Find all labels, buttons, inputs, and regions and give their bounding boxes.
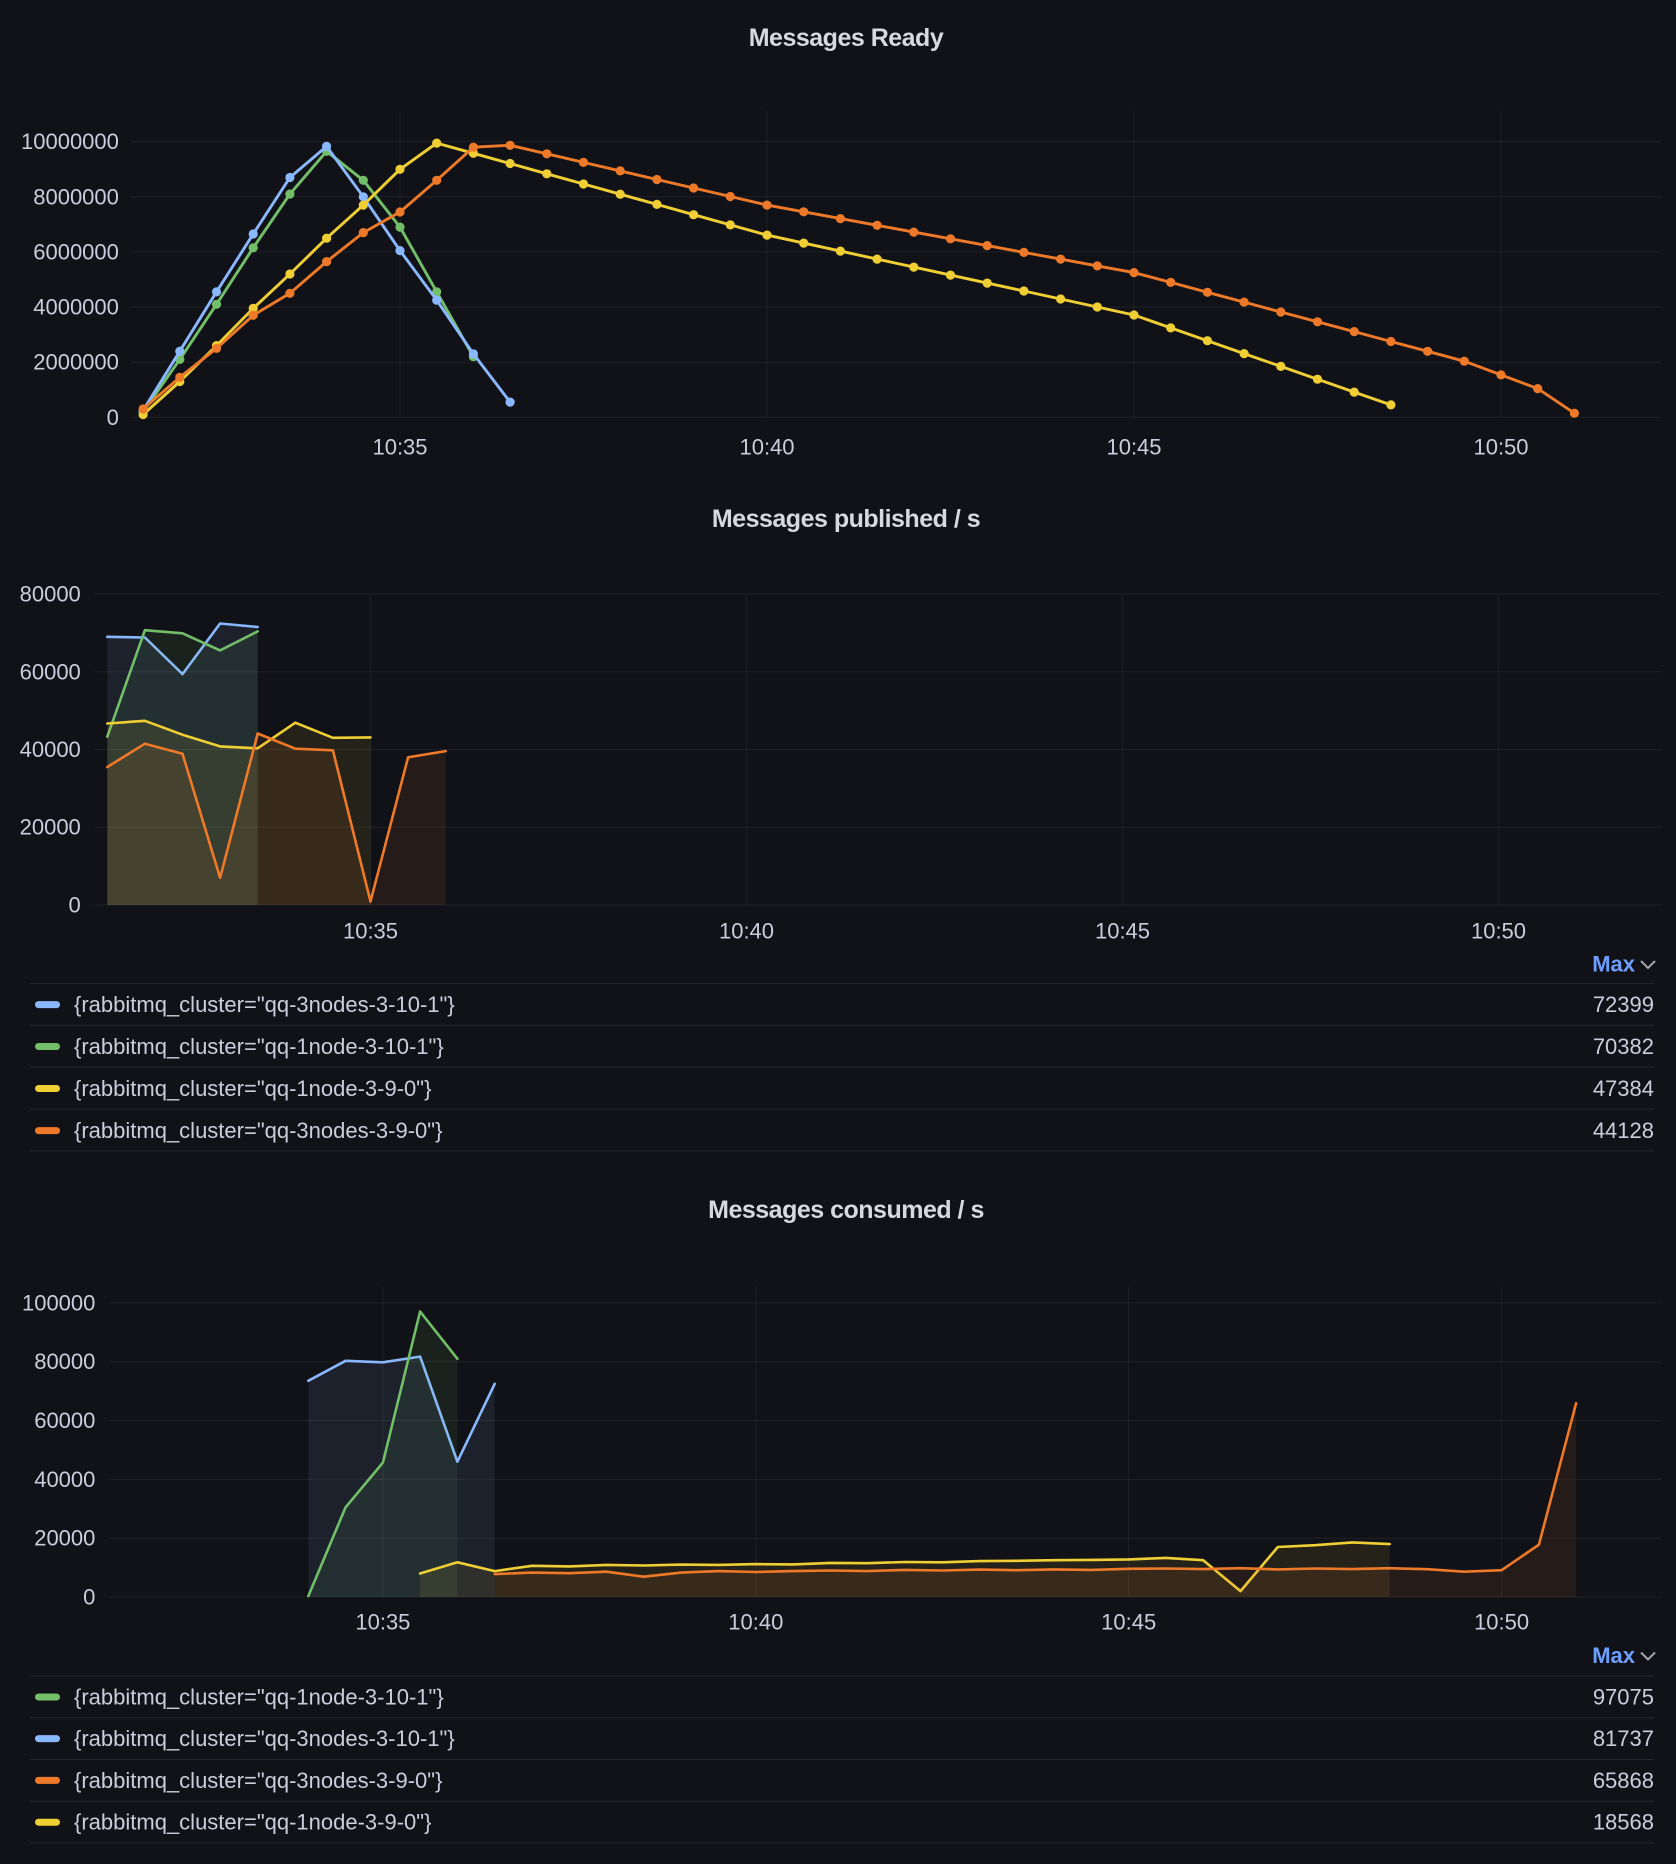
svg-text:10:50: 10:50	[1473, 435, 1528, 460]
svg-text:10:50: 10:50	[1474, 1610, 1529, 1635]
svg-text:6000000: 6000000	[33, 239, 119, 264]
svg-text:80000: 80000	[20, 582, 81, 607]
svg-text:Max: Max	[1592, 952, 1636, 977]
svg-text:{rabbitmq_cluster="qq-1node-3-: {rabbitmq_cluster="qq-1node-3-9-0"}	[74, 1076, 431, 1101]
svg-text:{rabbitmq_cluster="qq-1node-3-: {rabbitmq_cluster="qq-1node-3-10-1"}	[74, 1034, 444, 1059]
svg-text:97075: 97075	[1593, 1685, 1654, 1710]
svg-text:2000000: 2000000	[33, 350, 119, 375]
svg-text:{rabbitmq_cluster="qq-3nodes-3: {rabbitmq_cluster="qq-3nodes-3-9-0"}	[74, 1768, 442, 1793]
svg-text:10:45: 10:45	[1101, 1610, 1156, 1635]
svg-text:10:50: 10:50	[1471, 919, 1526, 944]
svg-text:{rabbitmq_cluster="qq-1node-3-: {rabbitmq_cluster="qq-1node-3-10-1"}	[74, 1685, 444, 1710]
svg-text:44128: 44128	[1593, 1118, 1654, 1143]
svg-text:4000000: 4000000	[33, 295, 119, 320]
svg-text:20000: 20000	[34, 1526, 95, 1551]
svg-text:{rabbitmq_cluster="qq-3nodes-3: {rabbitmq_cluster="qq-3nodes-3-9-0"}	[74, 1118, 442, 1143]
svg-text:10:40: 10:40	[739, 435, 794, 460]
svg-text:10:35: 10:35	[355, 1610, 410, 1635]
svg-text:81737: 81737	[1593, 1726, 1654, 1751]
svg-text:60000: 60000	[34, 1408, 95, 1433]
svg-text:10:35: 10:35	[343, 919, 398, 944]
svg-text:0: 0	[107, 405, 119, 430]
svg-text:40000: 40000	[34, 1467, 95, 1492]
svg-text:100000: 100000	[22, 1290, 95, 1315]
svg-text:{rabbitmq_cluster="qq-3nodes-3: {rabbitmq_cluster="qq-3nodes-3-10-1"}	[74, 992, 455, 1017]
svg-text:{rabbitmq_cluster="qq-3nodes-3: {rabbitmq_cluster="qq-3nodes-3-10-1"}	[74, 1726, 455, 1751]
svg-text:40000: 40000	[20, 737, 81, 762]
svg-text:70382: 70382	[1593, 1034, 1654, 1059]
svg-text:10:45: 10:45	[1095, 919, 1150, 944]
svg-text:60000: 60000	[20, 659, 81, 684]
svg-text:47384: 47384	[1593, 1076, 1654, 1101]
svg-text:80000: 80000	[34, 1349, 95, 1374]
svg-text:72399: 72399	[1593, 992, 1654, 1017]
svg-text:Messages published / s: Messages published / s	[712, 505, 980, 533]
svg-text:20000: 20000	[20, 815, 81, 840]
svg-text:18568: 18568	[1593, 1810, 1654, 1835]
svg-text:Max: Max	[1592, 1643, 1636, 1668]
svg-text:65868: 65868	[1593, 1768, 1654, 1793]
svg-text:8000000: 8000000	[33, 184, 119, 209]
svg-text:10:40: 10:40	[719, 919, 774, 944]
svg-text:0: 0	[69, 893, 81, 918]
svg-text:Messages consumed / s: Messages consumed / s	[708, 1196, 984, 1224]
svg-text:10:45: 10:45	[1106, 435, 1161, 460]
svg-text:Messages Ready: Messages Ready	[749, 24, 944, 52]
svg-text:10:40: 10:40	[728, 1610, 783, 1635]
svg-text:10:35: 10:35	[372, 435, 427, 460]
svg-text:10000000: 10000000	[21, 129, 119, 154]
svg-text:{rabbitmq_cluster="qq-1node-3-: {rabbitmq_cluster="qq-1node-3-9-0"}	[74, 1810, 431, 1835]
svg-text:0: 0	[83, 1585, 95, 1610]
